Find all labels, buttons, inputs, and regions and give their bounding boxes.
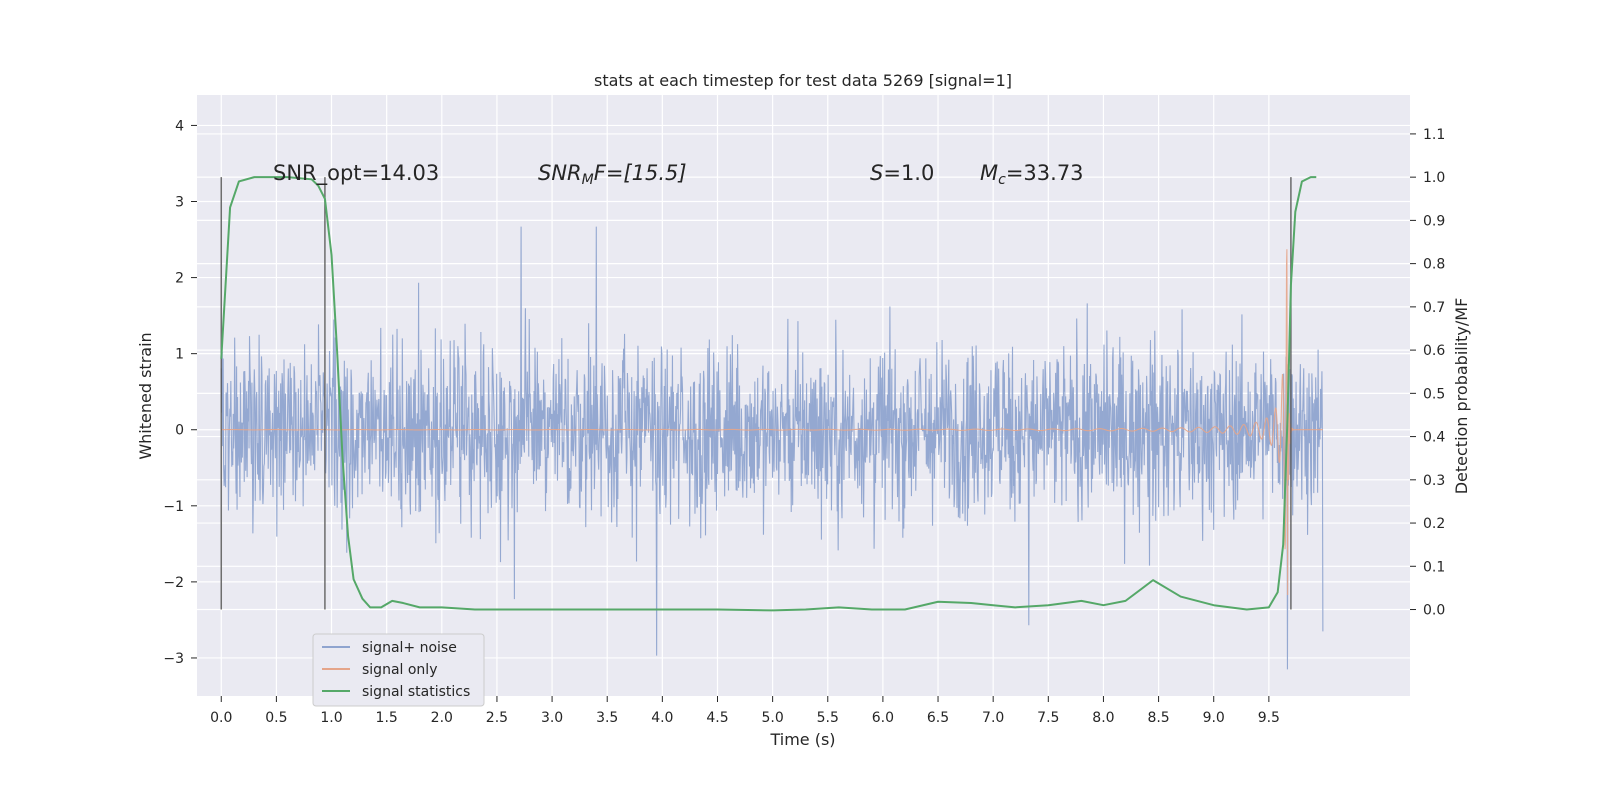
vertical-markers bbox=[220, 177, 1292, 610]
y-left-tick-label: −1 bbox=[163, 499, 184, 515]
y-right-tick-label: 0.0 bbox=[1423, 603, 1445, 619]
annotation-snr-mf: SNRMF=[15.5] bbox=[538, 161, 687, 188]
signal-only-series bbox=[221, 249, 1323, 596]
x-tick-label: 4.0 bbox=[651, 710, 673, 726]
legend-label-signal-statistics: signal statistics bbox=[362, 684, 470, 700]
y-right-tick-label: 1.1 bbox=[1423, 127, 1445, 143]
x-axis-label: Time (s) bbox=[769, 730, 835, 749]
x-tick-label: 2.5 bbox=[486, 710, 508, 726]
y-right-tick-label: 0.8 bbox=[1423, 257, 1445, 273]
y-left-axis-ticks: 4 3 2 1 0 −1 −2 −3 bbox=[163, 118, 197, 667]
y-right-tick-label: 0.9 bbox=[1423, 213, 1445, 229]
y-right-tick-label: 1.0 bbox=[1423, 170, 1445, 186]
annotation-snr-opt: SNR_opt=14.03 bbox=[273, 161, 439, 186]
chart-title: stats at each timestep for test data 526… bbox=[594, 71, 1012, 90]
y-right-tick-label: 0.6 bbox=[1423, 343, 1445, 359]
y-left-tick-label: 0 bbox=[175, 423, 184, 439]
y-right-tick-label: 0.4 bbox=[1423, 430, 1445, 446]
annotation-s: S=1.0 bbox=[870, 161, 934, 185]
x-tick-label: 8.0 bbox=[1092, 710, 1114, 726]
legend-label-signal-only: signal only bbox=[362, 662, 437, 678]
y-left-tick-label: 3 bbox=[175, 195, 184, 211]
legend: signal+ noise signal only signal statist… bbox=[312, 633, 485, 707]
x-tick-label: 0.0 bbox=[210, 710, 232, 726]
x-tick-label: 7.0 bbox=[982, 710, 1004, 726]
y-left-tick-label: −3 bbox=[163, 651, 184, 667]
y-left-tick-label: −2 bbox=[163, 575, 184, 591]
y-right-tick-label: 0.1 bbox=[1423, 559, 1445, 575]
y-right-tick-label: 0.2 bbox=[1423, 516, 1445, 532]
y-left-axis-label: Whitened strain bbox=[136, 332, 155, 459]
signal-statistics-line bbox=[220, 176, 1317, 612]
y-left-tick-label: 1 bbox=[175, 347, 184, 363]
y-right-axis-ticks: 1.1 1.0 0.9 0.8 0.7 0.6 0.5 0.4 0.3 0.2 0.1 0.0 bbox=[1410, 127, 1445, 619]
legend-box bbox=[312, 633, 485, 707]
y-right-tick-label: 0.7 bbox=[1423, 300, 1445, 316]
x-tick-label: 8.5 bbox=[1147, 710, 1169, 726]
y-right-tick-label: 0.5 bbox=[1423, 386, 1445, 402]
x-tick-label: 3.0 bbox=[541, 710, 563, 726]
x-tick-label: 1.0 bbox=[320, 710, 342, 726]
x-tick-label: 2.0 bbox=[431, 710, 453, 726]
y-right-tick-label: 0.3 bbox=[1423, 473, 1445, 489]
x-tick-label: 7.5 bbox=[1037, 710, 1059, 726]
x-tick-label: 6.0 bbox=[872, 710, 894, 726]
annotation-mc: Mc=33.73 bbox=[980, 161, 1084, 188]
legend-label-signal-noise: signal+ noise bbox=[362, 640, 457, 656]
x-tick-label: 5.0 bbox=[761, 710, 783, 726]
signal-noise-series bbox=[220, 226, 1324, 670]
y-left-tick-label: 4 bbox=[175, 118, 184, 134]
y-left-tick-label: 2 bbox=[175, 271, 184, 287]
x-tick-label: 9.0 bbox=[1203, 710, 1225, 726]
signal-noise-line bbox=[220, 226, 1324, 670]
x-axis-ticks: 0.0 0.5 1.0 1.5 2.0 2.5 3.0 3.5 4.0 4.5 5.0 5.5 6.0 6… bbox=[210, 696, 1280, 726]
x-tick-label: 3.5 bbox=[596, 710, 618, 726]
x-tick-label: 0.5 bbox=[265, 710, 287, 726]
signal-only-line bbox=[221, 249, 1323, 596]
x-tick-label: 6.5 bbox=[927, 710, 949, 726]
y-right-axis-label: Detection probability/MF bbox=[1452, 298, 1471, 495]
x-tick-label: 4.5 bbox=[706, 710, 728, 726]
x-tick-label: 5.5 bbox=[817, 710, 839, 726]
signal-statistics-series bbox=[220, 176, 1317, 612]
x-tick-label: 1.5 bbox=[376, 710, 398, 726]
x-tick-label: 9.5 bbox=[1258, 710, 1280, 726]
